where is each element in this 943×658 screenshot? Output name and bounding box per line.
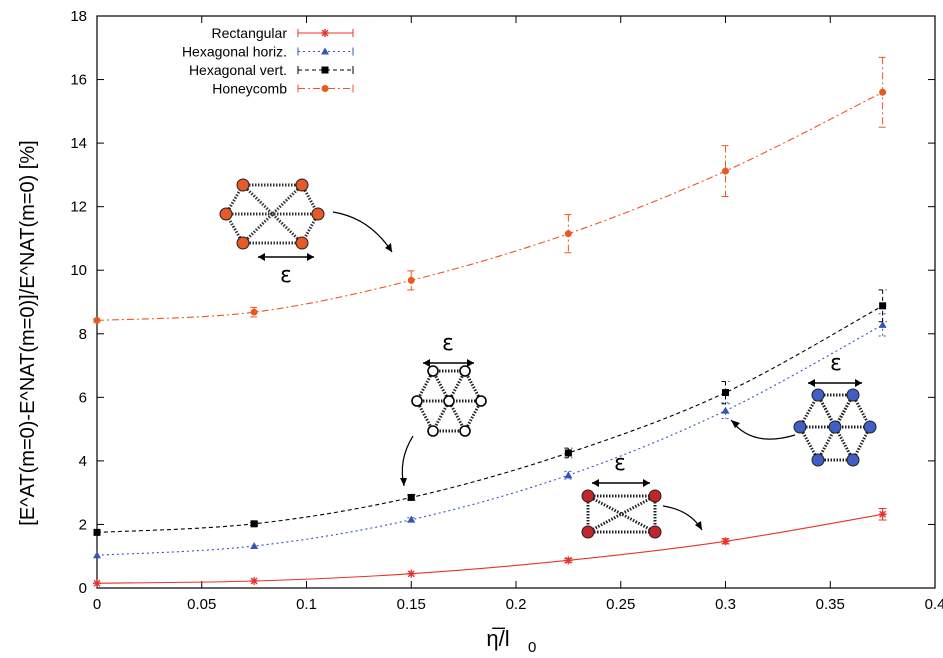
legend-label: Hexagonal vert. xyxy=(189,62,287,78)
y-axis-label: [E^AT(m=0)-E^NAT(m=0)]/E^NAT(m=0) [%] xyxy=(17,140,39,525)
error-bar xyxy=(721,380,730,405)
data-point xyxy=(564,449,572,457)
axes xyxy=(96,15,936,589)
y-tick-label: 16 xyxy=(70,72,87,89)
y-tick-label: 2 xyxy=(79,516,87,533)
legend-label: Honeycomb xyxy=(212,81,287,97)
data-point xyxy=(93,579,101,588)
y-tick-label: 8 xyxy=(79,326,87,343)
data-point xyxy=(722,167,729,175)
legend: Rectangular Hexagonal horiz. Hexagonal ver… xyxy=(182,25,354,97)
y-tick-label: 12 xyxy=(70,199,87,216)
hexagonal-horiz-inset: ε xyxy=(730,351,877,467)
y-tick-label: 6 xyxy=(79,389,87,406)
error-bar xyxy=(407,270,416,291)
epsilon-label: ε xyxy=(830,351,842,376)
series-layer xyxy=(93,56,887,588)
y-tick-label: 4 xyxy=(79,453,87,470)
data-point xyxy=(722,389,729,397)
legend-item: Rectangular xyxy=(212,25,354,41)
data-point xyxy=(721,406,730,414)
data-point xyxy=(250,577,259,586)
data-point xyxy=(321,66,329,74)
data-point xyxy=(250,308,258,316)
data-point xyxy=(321,85,329,92)
data-point xyxy=(564,230,572,238)
x-tick-label: 0 xyxy=(93,596,101,613)
plot-frame xyxy=(96,15,936,589)
series-line xyxy=(96,324,883,556)
x-tick-label: 0.35 xyxy=(816,596,845,613)
hexagonal-vert-inset: ε xyxy=(400,331,487,487)
data-point xyxy=(564,471,573,479)
data-point xyxy=(250,542,259,550)
x-tick-label: 0.05 xyxy=(187,596,216,613)
x-tick-label: 0.15 xyxy=(397,596,426,613)
series-honeycomb xyxy=(93,56,887,324)
x-tick-label: 0.4 xyxy=(925,596,943,613)
data-point xyxy=(321,47,329,55)
data-point xyxy=(250,520,258,528)
rectangular-inset: ε xyxy=(581,451,703,539)
y-tick-label: 18 xyxy=(70,8,87,25)
honeycomb-inset: ε xyxy=(219,178,393,288)
data-point xyxy=(878,510,887,519)
data-point xyxy=(879,302,887,310)
legend-label: Hexagonal horiz. xyxy=(182,44,287,60)
series-line xyxy=(96,513,883,584)
structure-insets: ε xyxy=(219,178,877,539)
series-line xyxy=(96,91,883,321)
epsilon-label: ε xyxy=(280,263,292,288)
error-bar xyxy=(721,402,730,420)
x-tick-label: 0.2 xyxy=(506,596,527,613)
series-line xyxy=(96,305,883,533)
data-point xyxy=(879,88,887,96)
legend-label: Rectangular xyxy=(212,25,288,41)
data-point xyxy=(93,316,101,324)
series-hexagonal-vert xyxy=(93,289,887,536)
x-axis-label: η̅/l 0 xyxy=(486,626,536,656)
data-point xyxy=(878,320,887,328)
epsilon-label: ε xyxy=(442,331,454,356)
x-axis-label-subscript: 0 xyxy=(528,639,536,656)
data-point xyxy=(407,493,415,501)
legend-item: Hexagonal horiz. xyxy=(182,44,354,60)
y-tick-label: 10 xyxy=(70,262,87,279)
data-point xyxy=(407,515,416,523)
data-point xyxy=(721,537,730,546)
x-tick-label: 0.1 xyxy=(296,596,317,613)
y-ticks: 0 2 4 6 8 10 12 14 16 18 xyxy=(70,8,935,597)
x-tick-label: 0.3 xyxy=(715,596,736,613)
data-point xyxy=(407,569,416,578)
series-hexagonal-horiz xyxy=(93,313,887,559)
x-tick-label: 0.25 xyxy=(606,596,635,613)
y-tick-label: 14 xyxy=(70,135,87,152)
data-point xyxy=(564,556,573,565)
x-axis-label-main: η̅/l xyxy=(486,626,509,651)
x-ticks: 0 0.05 0.1 0.15 0.2 0.25 0.3 0.35 0.4 xyxy=(93,16,943,613)
legend-item: Hexagonal vert. xyxy=(189,62,354,78)
data-point xyxy=(407,276,415,284)
y-tick-label: 0 xyxy=(79,580,87,597)
series-rectangular xyxy=(93,508,887,588)
data-point xyxy=(93,528,101,536)
data-point xyxy=(93,551,101,559)
data-point xyxy=(321,29,329,37)
epsilon-label: ε xyxy=(614,451,626,476)
legend-item: Honeycomb xyxy=(212,81,354,97)
